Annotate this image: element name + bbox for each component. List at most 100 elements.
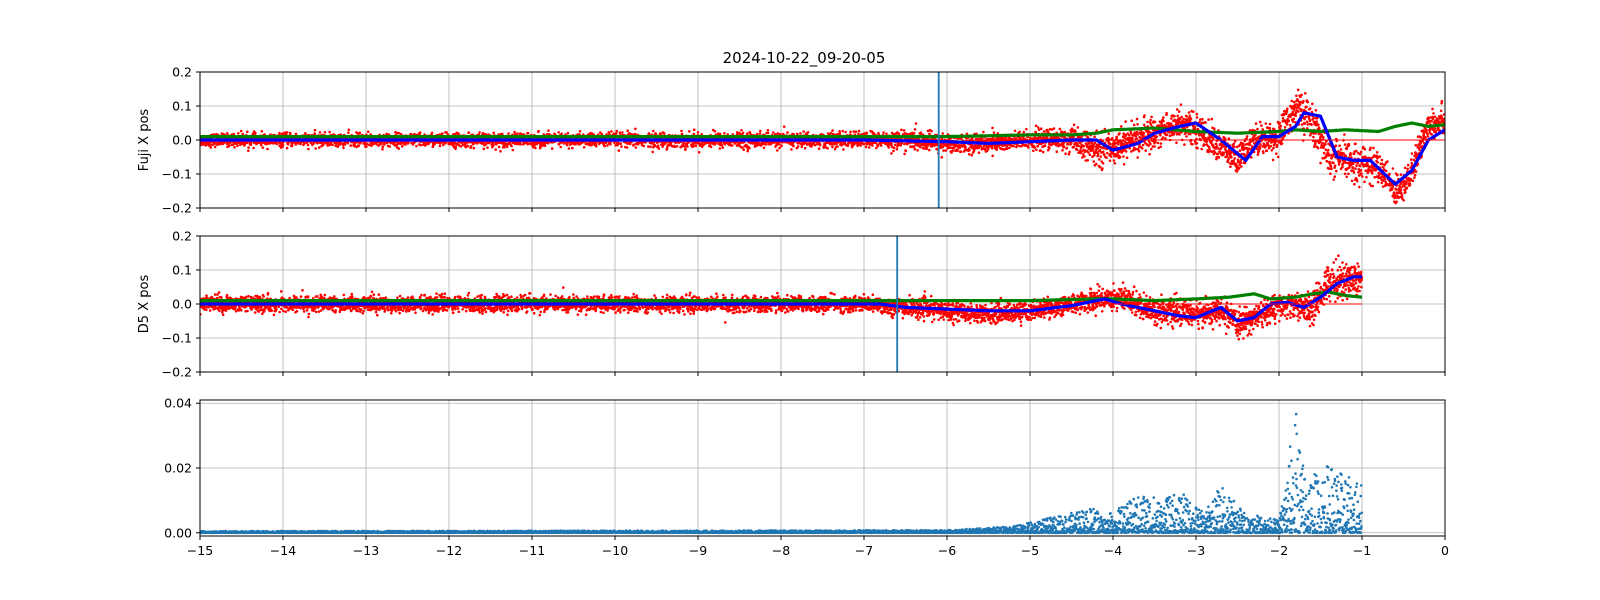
scatter-point	[780, 144, 783, 148]
scatter-point	[595, 144, 598, 148]
scatter-point	[503, 145, 506, 149]
scatter-point	[1189, 117, 1193, 120]
scatter-point	[519, 143, 522, 146]
scatter-point	[1108, 159, 1112, 163]
scatter-point	[892, 149, 895, 153]
scatter-point	[1125, 156, 1129, 159]
scatter-point	[1119, 125, 1123, 128]
scatter-point	[526, 142, 529, 146]
scatter-point	[680, 132, 684, 136]
scatter-point	[836, 145, 839, 148]
scatter-point	[862, 132, 866, 135]
scatter-point	[318, 131, 322, 134]
scatter-point	[467, 131, 471, 134]
scatter-point	[720, 143, 724, 147]
scatter-point	[882, 131, 885, 134]
scatter-point	[904, 149, 908, 153]
scatter-point	[1032, 149, 1035, 153]
scatter-point	[560, 132, 563, 135]
scatter-point	[1082, 144, 1086, 148]
scatter-point	[346, 141, 350, 145]
scatter-point	[600, 132, 604, 136]
scatter-point	[608, 132, 611, 136]
scatter-point	[992, 131, 996, 134]
scatter-point	[501, 132, 504, 136]
scatter-point	[481, 131, 485, 135]
scatter-point	[1214, 142, 1218, 146]
scatter-point	[618, 131, 622, 134]
scatter-point	[1193, 125, 1197, 129]
scatter-point	[275, 142, 279, 146]
scatter-point	[799, 132, 802, 135]
scatter-point	[254, 131, 257, 135]
scatter-point	[802, 130, 805, 133]
scatter-point	[653, 144, 657, 148]
scatter-point	[1149, 123, 1153, 126]
scatter-point	[1098, 166, 1102, 169]
scatter-point	[854, 130, 858, 133]
scatter-point	[692, 144, 695, 148]
scatter-point	[1097, 153, 1100, 156]
scatter-point	[1165, 133, 1169, 136]
scatter-point	[740, 129, 743, 132]
scatter-point	[397, 147, 401, 150]
scatter-point	[1168, 134, 1172, 137]
scatter-point	[1130, 119, 1133, 122]
scatter-point	[958, 146, 962, 150]
scatter-point	[809, 141, 812, 145]
scatter-point	[1200, 147, 1203, 151]
scatter-point	[505, 145, 509, 149]
scatter-point	[1111, 137, 1114, 140]
scatter-point	[942, 149, 945, 152]
scatter-point	[840, 143, 844, 147]
scatter-point	[239, 129, 243, 133]
scatter-point	[835, 142, 838, 146]
scatter-point	[944, 149, 948, 152]
scatter-point	[649, 145, 652, 148]
scatter-point	[1160, 121, 1163, 125]
scatter-point	[294, 132, 298, 136]
scatter-point	[1194, 132, 1198, 136]
scatter-point	[813, 143, 817, 147]
scatter-point	[951, 149, 954, 153]
scatter-point	[1217, 155, 1221, 159]
scatter-point	[1142, 132, 1145, 135]
scatter-point	[281, 145, 285, 149]
scatter-point	[1061, 149, 1064, 152]
scatter-point	[621, 131, 624, 134]
scatter-point	[415, 144, 418, 148]
scatter-point	[614, 132, 618, 135]
scatter-point	[844, 130, 847, 134]
scatter-point	[578, 130, 582, 133]
scatter-point	[1135, 130, 1139, 134]
scatter-point	[1088, 153, 1092, 156]
scatter-point	[1149, 147, 1153, 151]
scatter-point	[792, 144, 795, 148]
scatter-point	[1162, 119, 1165, 123]
scatter-point	[511, 148, 515, 152]
scatter-point	[1117, 143, 1120, 146]
scatter-point	[692, 128, 696, 131]
scatter-point	[213, 145, 217, 149]
scatter-point	[766, 129, 770, 132]
scatter-point	[959, 150, 963, 153]
scatter-point	[1101, 162, 1105, 165]
scatter-point	[1230, 155, 1233, 159]
scatter-point	[746, 149, 749, 153]
scatter-point	[232, 132, 236, 136]
scatter-point	[864, 145, 868, 149]
scatter-point	[826, 147, 829, 150]
scatter-point	[697, 151, 701, 154]
scatter-point	[892, 146, 896, 150]
scatter-point	[347, 128, 351, 132]
scatter-point	[1159, 142, 1163, 145]
scatter-point	[857, 132, 860, 136]
scatter-point	[397, 131, 401, 135]
scatter-point	[702, 143, 705, 147]
scatter-point	[1202, 134, 1205, 138]
scatter-point	[818, 142, 822, 146]
scatter-point	[513, 130, 516, 134]
scatter-point	[1086, 159, 1089, 162]
scatter-point	[800, 145, 804, 148]
scatter-point	[385, 132, 388, 136]
